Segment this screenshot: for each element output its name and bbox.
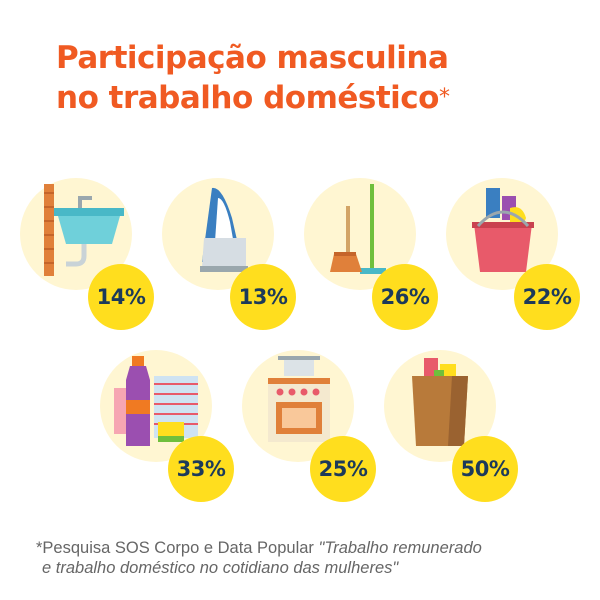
stat-item-stove: 25% — [242, 350, 376, 502]
laundry-icon — [114, 356, 198, 446]
stat-item-laundry: 33% — [100, 350, 234, 502]
stove-icon — [268, 356, 330, 442]
stat-item-sink: 14% — [20, 178, 154, 330]
stat-badge: 14% — [88, 264, 154, 330]
title-line-1: Participação masculina — [56, 40, 449, 76]
cleaning-bucket-icon — [472, 188, 534, 272]
footnote: *Pesquisa SOS Corpo e Data Popular "Trab… — [36, 538, 581, 578]
stat-badge: 33% — [168, 436, 234, 502]
page-title: Participação masculina no trabalho domés… — [56, 38, 556, 118]
stat-item-iron: 13% — [162, 178, 296, 330]
stat-badge: 50% — [452, 436, 518, 502]
stat-item-grocery: 50% — [384, 350, 518, 502]
title-line-2: no trabalho doméstico — [56, 80, 439, 116]
title-asterisk: * — [438, 85, 450, 110]
stat-badge: 25% — [310, 436, 376, 502]
broom-icon — [330, 184, 386, 274]
stat-badge: 22% — [514, 264, 580, 330]
footnote-source: *Pesquisa SOS Corpo e Data Popular — [36, 539, 319, 557]
stat-badge: 13% — [230, 264, 296, 330]
stat-item-bucket: 22% — [446, 178, 580, 330]
stat-item-broom: 26% — [304, 178, 438, 330]
footnote-title-2: e trabalho doméstico no cotidiano das mu… — [42, 559, 399, 577]
stat-badge: 26% — [372, 264, 438, 330]
sink-icon — [44, 184, 124, 276]
grocery-bag-icon — [412, 358, 468, 446]
iron-icon — [200, 187, 248, 272]
footnote-title-1: "Trabalho remunerado — [318, 539, 482, 557]
